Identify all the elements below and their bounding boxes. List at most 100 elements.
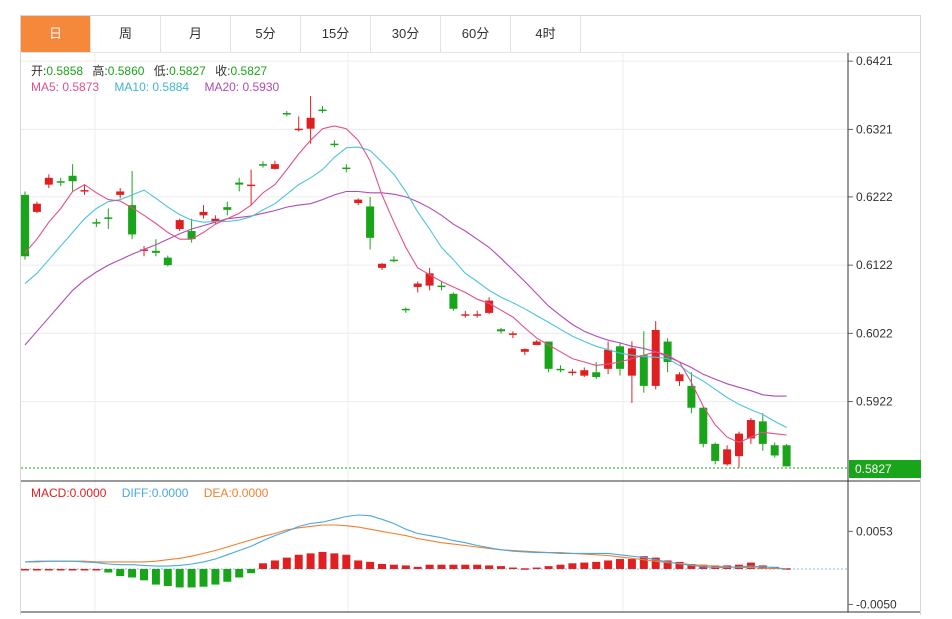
macd-bar [68, 568, 77, 571]
y-tick-label: 0.6222 [856, 190, 893, 204]
candle-body [140, 249, 148, 251]
macd-bar [520, 568, 529, 570]
candle-body [699, 407, 708, 444]
candle-body [199, 211, 208, 216]
candle-body [723, 449, 732, 465]
close-value: 0.5827 [230, 64, 268, 78]
tab-1[interactable]: 周 [91, 16, 161, 52]
macd-tick-label: -0.0050 [856, 597, 897, 611]
macd-bar [32, 568, 41, 571]
candle-body [247, 184, 256, 187]
ma10-line [24, 146, 787, 428]
candle-body [580, 370, 589, 376]
macd-bar [44, 568, 53, 571]
candle-body [175, 220, 184, 229]
candle-body [425, 273, 434, 286]
tab-6[interactable]: 60分 [441, 16, 511, 52]
macd-bar [378, 564, 386, 569]
macd-bar [151, 568, 160, 585]
candle-body [318, 109, 327, 112]
macd-bar [497, 566, 505, 569]
macd-bar [199, 568, 208, 587]
tab-5[interactable]: 30分 [371, 16, 441, 52]
ma-legend: MA5: 0.5873 MA10: 0.5884 MA20: 0.5930 [31, 80, 285, 94]
candle-body [92, 222, 101, 224]
candle-body [413, 283, 422, 287]
macd-bar [80, 568, 89, 571]
candle-body [532, 341, 541, 345]
macd-bar [140, 568, 148, 581]
candle-body [366, 206, 375, 238]
y-tick-label: 0.5922 [856, 395, 893, 409]
macd-bar [270, 560, 279, 569]
candle-body [746, 420, 755, 439]
candle-body [770, 445, 779, 456]
candle-body [32, 203, 41, 212]
candle-body [508, 333, 517, 335]
candle-body [342, 167, 351, 170]
candle-body [44, 177, 53, 185]
tab-3[interactable]: 5分 [231, 16, 301, 52]
candle-body [80, 190, 89, 192]
macd-bar [639, 556, 648, 569]
candle-body [389, 259, 398, 262]
candle-body [306, 117, 315, 129]
candle-body [235, 182, 244, 185]
dea-line [25, 524, 787, 570]
candle-body [68, 175, 77, 182]
candle-body [354, 199, 363, 204]
macd-bar [532, 567, 541, 570]
candle-body [330, 143, 339, 146]
candle-body [294, 128, 303, 131]
candle-body [604, 349, 613, 369]
candle-body [56, 181, 65, 183]
tab-0[interactable]: 日 [21, 16, 91, 52]
candle-body [663, 341, 672, 363]
macd-bar [330, 553, 339, 569]
candle-body [473, 314, 482, 316]
tab-7[interactable]: 4时 [511, 16, 581, 52]
macd-bar [211, 568, 220, 585]
macd-bar [437, 564, 446, 569]
macd-bar [306, 553, 315, 569]
candle-body [711, 443, 720, 461]
macd-bar [604, 560, 613, 569]
candle-body [592, 372, 601, 378]
dea-label: DEA:0.0000 [203, 486, 269, 500]
macd-legend: MACD:0.0000 DIFF:0.0000 DEA:0.0000 [31, 486, 274, 500]
macd-bar [56, 568, 65, 571]
candle-body [651, 329, 660, 386]
candle-body [401, 308, 410, 311]
candle-body [282, 112, 291, 115]
candle-body [223, 207, 232, 210]
period-tabs: 日周月 5分 15分 30分 60分 4时 [21, 16, 581, 52]
candle-body [437, 285, 446, 288]
candle-body [116, 191, 125, 195]
macd-label: MACD:0.0000 [31, 486, 107, 500]
candle-body [627, 348, 636, 376]
y-tick-label: 0.6321 [856, 122, 893, 136]
macd-bar [508, 567, 517, 570]
macd-bar [568, 563, 577, 569]
candle-body [675, 374, 684, 382]
macd-bar [461, 564, 470, 569]
macd-bar [223, 568, 232, 582]
macd-bar [235, 568, 244, 578]
candle-body [461, 314, 470, 316]
macd-bar [175, 568, 184, 588]
ma5-line [24, 125, 787, 444]
tab-2[interactable]: 月 [161, 16, 231, 52]
diff-label: DIFF:0.0000 [121, 486, 189, 500]
macd-bar [318, 551, 327, 569]
chart-frame [20, 15, 921, 615]
candle-body [187, 231, 196, 240]
candle-body [485, 300, 494, 313]
candle-body [520, 349, 529, 352]
macd-bar [651, 557, 660, 569]
candle-body [544, 341, 553, 369]
macd-bar [187, 568, 196, 588]
tab-4[interactable]: 15分 [301, 16, 371, 52]
macd-bar [116, 568, 125, 577]
macd-bar [413, 566, 422, 569]
